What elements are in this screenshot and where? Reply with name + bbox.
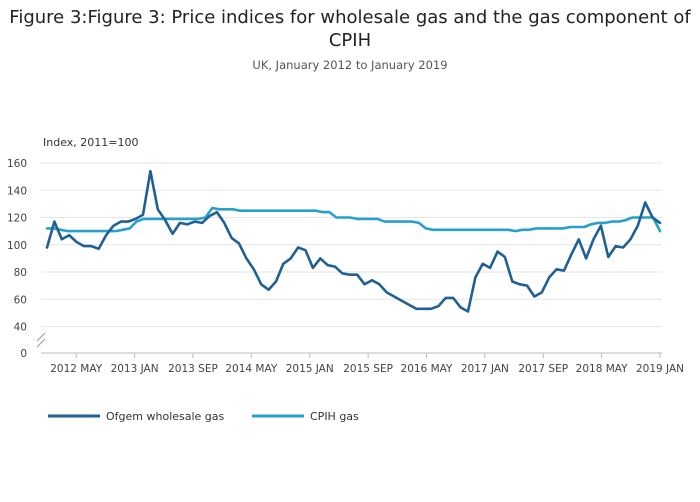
x-tick-label: 2013 SEP [168,363,218,375]
x-tick-label: 2017 JAN [461,363,509,375]
chart-title: Figure 3:Figure 3: Price indices for who… [9,7,691,51]
series-lines [45,169,662,313]
x-tick-label: 2018 MAY [576,363,628,375]
x-tick-label: 2014 MAY [225,363,277,375]
y-axis-label: Index, 2011=100 [43,136,138,149]
x-tick-label: 2017 SEP [518,363,568,375]
y-tick-label: 160 [7,158,27,170]
y-tick-label: 100 [7,240,27,252]
legend-label: CPIH gas [310,410,359,423]
y-axis-ticks: 0 40 60 80 100 120 140 160 [7,158,27,360]
series-line-cpih-gas [45,206,662,233]
y-tick-label: 80 [14,267,27,279]
chart-legend: Ofgem wholesale gas CPIH gas [48,410,359,423]
x-tick-label: 2015 SEP [343,363,393,375]
legend-label: Ofgem wholesale gas [106,410,225,423]
y-tick-label: 140 [7,185,27,197]
y-tick-label: 60 [14,294,27,306]
chart-subtitle: UK, January 2012 to January 2019 [252,58,448,72]
y-tick-label: 40 [14,322,27,334]
axis-break-stroke [36,338,46,348]
series-line-wholesale-gas [45,169,662,313]
x-axis-ticks: 2012 MAY 2013 JAN 2013 SEP 2014 MAY 2015 JAN… [50,353,684,375]
x-tick-label: 2015 JAN [286,363,334,375]
y-tick-label: 0 [20,348,27,360]
x-tick-label: 2012 MAY [50,363,102,375]
axis-break-marker [36,332,46,348]
axis-break-stroke [36,332,46,342]
gridlines [41,162,662,354]
x-tick-label: 2019 JAN [636,363,684,375]
x-tick-label: 2013 JAN [111,363,159,375]
x-tick-label: 2016 MAY [401,363,453,375]
y-tick-label: 120 [7,213,27,225]
